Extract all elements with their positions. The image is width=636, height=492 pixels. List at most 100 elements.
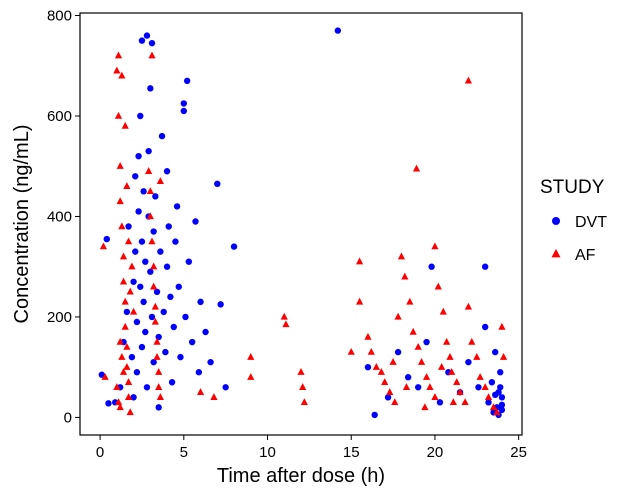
point-dvt-64 <box>207 358 214 366</box>
point-af-68 <box>409 327 417 335</box>
point-af-95 <box>391 398 399 406</box>
point-dvt-37 <box>153 288 161 296</box>
point-af-11 <box>121 297 129 305</box>
point-dvt-7 <box>125 223 132 230</box>
point-af-2 <box>113 66 121 74</box>
point-af-52 <box>299 383 307 390</box>
point-dvt-15 <box>135 152 142 160</box>
point-dvt-95 <box>492 391 499 399</box>
point-af-13 <box>121 121 129 129</box>
point-dvt-25 <box>142 328 149 336</box>
legend-key-dvt <box>552 217 560 225</box>
point-dvt-68 <box>230 243 238 250</box>
point-dvt-81 <box>465 358 472 366</box>
point-dvt-43 <box>162 348 169 356</box>
legend: STUDY DVT AF <box>540 177 607 264</box>
point-af-5 <box>116 162 124 169</box>
y-tick-label-0: 0 <box>64 409 72 426</box>
legend-title: STUDY <box>540 177 605 198</box>
point-af-49 <box>280 312 288 320</box>
point-dvt-44 <box>163 263 171 270</box>
point-af-18 <box>126 408 134 416</box>
point-dvt-21 <box>138 37 146 44</box>
point-dvt-47 <box>167 293 174 301</box>
point-af-3 <box>114 51 123 59</box>
point-af-43 <box>156 393 164 401</box>
point-af-55 <box>355 257 364 265</box>
point-af-29 <box>124 237 133 245</box>
x-tick-label-2: 10 <box>259 444 276 461</box>
legend-label-dvt: DVT <box>575 214 607 231</box>
point-af-54 <box>347 347 355 355</box>
x-tick-label-3: 15 <box>343 444 360 461</box>
point-af-72 <box>422 373 431 380</box>
point-af-22 <box>116 337 124 345</box>
point-dvt-36 <box>152 193 159 200</box>
point-dvt-27 <box>143 384 151 391</box>
point-dvt-42 <box>160 308 167 316</box>
y-tick-label-1: 200 <box>47 309 72 326</box>
point-af-61 <box>381 378 389 385</box>
point-af-7 <box>118 71 126 79</box>
y-tick-label-2: 400 <box>47 208 72 225</box>
point-af-62 <box>386 388 394 395</box>
point-af-44 <box>156 177 164 184</box>
point-dvt-23 <box>140 188 147 195</box>
point-af-25 <box>113 383 121 390</box>
point-af-66 <box>401 272 409 280</box>
point-af-0 <box>99 242 108 250</box>
point-af-74 <box>431 242 439 250</box>
point-dvt-70 <box>364 363 372 371</box>
point-af-94 <box>499 352 508 360</box>
point-dvt-32 <box>148 39 156 47</box>
point-af-58 <box>367 347 375 355</box>
point-dvt-46 <box>165 223 172 230</box>
point-dvt-18 <box>137 112 144 120</box>
x-tick-label-5: 25 <box>510 444 527 461</box>
point-dvt-33 <box>148 313 156 321</box>
point-af-15 <box>123 363 131 370</box>
point-af-51 <box>297 368 305 375</box>
point-dvt-20 <box>138 238 146 245</box>
point-dvt-35 <box>150 228 157 235</box>
point-af-1 <box>101 373 109 380</box>
point-dvt-88 <box>492 348 499 356</box>
point-dvt-40 <box>157 248 164 255</box>
point-dvt-62 <box>197 298 204 306</box>
point-dvt-92 <box>497 369 504 376</box>
point-af-28 <box>123 182 131 190</box>
point-dvt-24 <box>142 258 149 265</box>
point-af-16 <box>124 378 133 385</box>
panel-border <box>79 12 523 436</box>
point-af-77 <box>439 307 447 315</box>
point-af-85 <box>464 76 473 84</box>
point-af-73 <box>426 383 434 390</box>
point-af-53 <box>300 398 308 406</box>
point-dvt-67 <box>222 384 229 391</box>
point-af-60 <box>377 368 385 375</box>
point-dvt-55 <box>180 107 188 115</box>
point-dvt-85 <box>485 399 492 406</box>
point-af-38 <box>151 317 159 325</box>
point-af-34 <box>148 237 156 245</box>
point-dvt-48 <box>168 379 176 386</box>
point-af-81 <box>453 378 461 385</box>
point-af-23 <box>118 352 126 360</box>
point-af-14 <box>123 342 131 350</box>
point-dvt-13 <box>133 318 141 326</box>
point-af-10 <box>119 277 128 285</box>
legend-key-af <box>551 248 561 258</box>
point-af-31 <box>146 187 154 195</box>
x-axis-title: Time after dose (h) <box>217 465 385 487</box>
point-dvt-63 <box>202 328 209 336</box>
point-af-40 <box>153 352 161 360</box>
point-af-82 <box>456 388 464 395</box>
point-af-67 <box>406 297 414 305</box>
point-af-47 <box>247 352 255 360</box>
point-af-27 <box>116 403 124 411</box>
point-dvt-8 <box>128 353 136 361</box>
point-af-57 <box>364 332 372 340</box>
point-dvt-77 <box>428 263 435 270</box>
point-dvt-11 <box>132 248 139 255</box>
